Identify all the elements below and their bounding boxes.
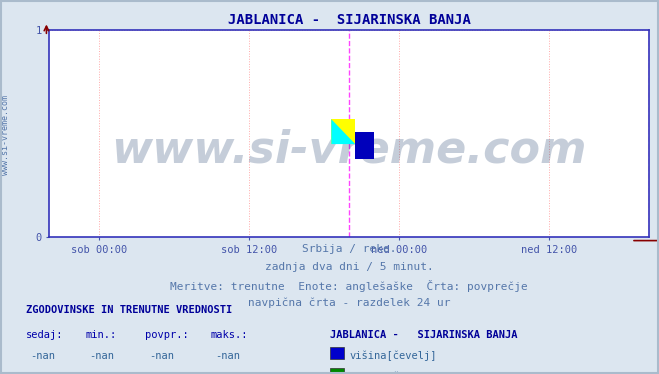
Text: www.si-vreme.com: www.si-vreme.com — [111, 129, 587, 172]
Text: www.si-vreme.com: www.si-vreme.com — [1, 95, 10, 175]
Text: JABLANICA -   SIJARINSKA BANJA: JABLANICA - SIJARINSKA BANJA — [330, 330, 517, 340]
Text: -nan: -nan — [149, 351, 174, 361]
Text: sedaj:: sedaj: — [26, 330, 64, 340]
Text: -nan: -nan — [215, 371, 240, 374]
Text: zadnja dva dni / 5 minut.: zadnja dva dni / 5 minut. — [265, 262, 434, 272]
Polygon shape — [331, 119, 355, 144]
Bar — [331, 119, 355, 144]
Title: JABLANICA -  SIJARINSKA BANJA: JABLANICA - SIJARINSKA BANJA — [228, 13, 471, 27]
Text: ZGODOVINSKE IN TRENUTNE VREDNOSTI: ZGODOVINSKE IN TRENUTNE VREDNOSTI — [26, 305, 233, 315]
Text: -nan: -nan — [30, 351, 55, 361]
Text: višina[čevelj]: višina[čevelj] — [349, 351, 437, 361]
Text: min.:: min.: — [86, 330, 117, 340]
Text: povpr.:: povpr.: — [145, 330, 188, 340]
Text: -nan: -nan — [215, 351, 240, 361]
Text: Meritve: trenutne  Enote: anglešaške  Črta: povprečje: Meritve: trenutne Enote: anglešaške Črta… — [171, 280, 528, 292]
Text: pretok[čevelj3/min]: pretok[čevelj3/min] — [349, 371, 468, 374]
Text: Srbija / reke.: Srbija / reke. — [302, 244, 397, 254]
Bar — [355, 132, 374, 159]
Text: navpična črta - razdelek 24 ur: navpična črta - razdelek 24 ur — [248, 298, 451, 308]
Text: maks.:: maks.: — [211, 330, 248, 340]
Text: -nan: -nan — [30, 371, 55, 374]
Text: -nan: -nan — [90, 351, 115, 361]
Text: -nan: -nan — [90, 371, 115, 374]
Text: -nan: -nan — [149, 371, 174, 374]
